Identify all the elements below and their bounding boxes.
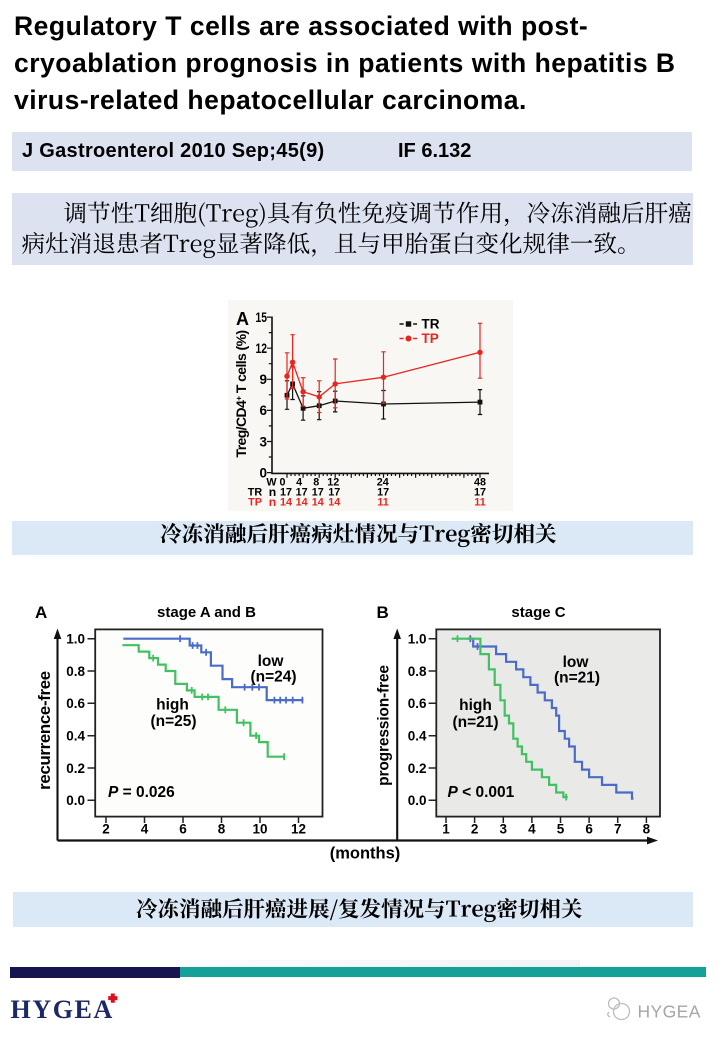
svg-text:9: 9 <box>259 372 267 387</box>
svg-text:7: 7 <box>614 822 622 837</box>
svg-text:14: 14 <box>312 497 324 509</box>
svg-text:17: 17 <box>474 487 486 499</box>
svg-text:4: 4 <box>296 477 302 489</box>
svg-text:14: 14 <box>280 497 292 509</box>
svg-text:recurrence-free: recurrence-free <box>35 671 54 790</box>
svg-text:17: 17 <box>280 487 292 499</box>
svg-text:n: n <box>269 495 276 509</box>
svg-text:A: A <box>35 603 47 622</box>
svg-text:TP: TP <box>422 331 439 346</box>
svg-text:1.0: 1.0 <box>408 632 427 647</box>
svg-text:stage C: stage C <box>511 604 565 621</box>
svg-text:(n=21): (n=21) <box>554 670 600 687</box>
svg-text:15: 15 <box>256 310 268 325</box>
svg-text:0: 0 <box>279 477 285 489</box>
svg-text:14: 14 <box>328 497 340 509</box>
svg-text:TR: TR <box>422 317 440 332</box>
svg-text:2: 2 <box>471 822 479 837</box>
svg-text:0.0: 0.0 <box>408 793 427 808</box>
svg-text:3: 3 <box>500 822 508 837</box>
svg-text:progression-free: progression-free <box>376 665 393 786</box>
svg-text:low: low <box>258 653 285 670</box>
svg-text:0.8: 0.8 <box>66 664 85 679</box>
svg-text:0.2: 0.2 <box>66 761 85 776</box>
svg-text:8: 8 <box>218 822 226 837</box>
svg-text:(n=25): (n=25) <box>150 713 196 730</box>
svg-text:5: 5 <box>557 822 565 837</box>
svg-text:17: 17 <box>312 487 324 499</box>
svg-text:48: 48 <box>474 477 486 489</box>
svg-text:8: 8 <box>313 477 319 489</box>
svg-text:6: 6 <box>259 403 267 418</box>
svg-text:P = 0.026: P = 0.026 <box>108 784 175 801</box>
svg-text:11: 11 <box>377 497 388 509</box>
svg-text:6: 6 <box>585 822 593 837</box>
svg-text:TP: TP <box>248 497 262 509</box>
svg-text:12: 12 <box>256 341 268 356</box>
svg-text:0.4: 0.4 <box>66 729 85 744</box>
svg-text:0.8: 0.8 <box>408 664 427 679</box>
svg-text:6: 6 <box>179 822 187 837</box>
svg-text:4: 4 <box>528 822 536 837</box>
svg-text:W: W <box>266 477 277 489</box>
svg-text:12: 12 <box>327 477 339 489</box>
svg-text:1.0: 1.0 <box>66 632 85 647</box>
svg-text:(months): (months) <box>330 845 401 863</box>
svg-text:0.6: 0.6 <box>408 696 427 711</box>
svg-text:4: 4 <box>141 822 149 837</box>
svg-text:A: A <box>236 309 249 329</box>
svg-text:8: 8 <box>643 822 651 837</box>
svg-text:0.6: 0.6 <box>66 696 85 711</box>
svg-text:P < 0.001: P < 0.001 <box>448 784 515 801</box>
svg-text:n: n <box>269 485 276 499</box>
svg-text:(n=24): (n=24) <box>250 669 296 686</box>
svg-text:3: 3 <box>259 434 267 449</box>
svg-text:14: 14 <box>296 497 308 509</box>
svg-text:0.4: 0.4 <box>408 729 427 744</box>
svg-text:0.2: 0.2 <box>408 761 427 776</box>
svg-text:2: 2 <box>102 822 110 837</box>
svg-text:1: 1 <box>442 822 450 837</box>
svg-text:B: B <box>377 603 389 622</box>
svg-text:high: high <box>459 697 492 714</box>
svg-text:HYGEA: HYGEA <box>638 1001 701 1021</box>
svg-text:Treg/CD4+ T cells (%): Treg/CD4+ T cells (%) <box>233 331 249 458</box>
svg-text:TR: TR <box>248 487 263 499</box>
svg-text:12: 12 <box>291 822 306 837</box>
svg-text:stage A and B: stage A and B <box>157 604 256 621</box>
svg-text:0.0: 0.0 <box>66 793 85 808</box>
svg-text:high: high <box>156 697 189 714</box>
svg-text:17: 17 <box>296 487 308 499</box>
svg-text:low: low <box>563 654 590 671</box>
svg-text:(n=21): (n=21) <box>452 714 498 731</box>
svg-text:0: 0 <box>259 465 267 480</box>
svg-text:17: 17 <box>328 487 340 499</box>
svg-text:10: 10 <box>252 822 267 837</box>
svg-text:24: 24 <box>377 477 389 489</box>
svg-text:17: 17 <box>377 487 389 499</box>
svg-text:11: 11 <box>474 497 485 509</box>
